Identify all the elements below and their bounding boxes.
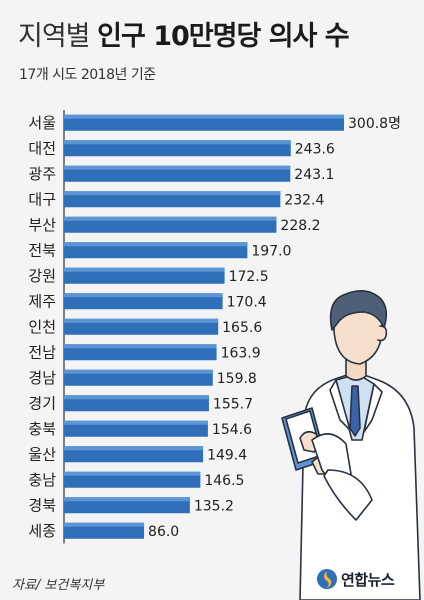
value-label: 243.1 [294, 167, 334, 183]
value-label: 197.0 [251, 243, 291, 259]
bar-highlight [64, 420, 208, 425]
category-label: 제주 [28, 292, 56, 310]
value-label: 149.4 [207, 447, 247, 463]
value-label: 243.6 [295, 141, 335, 157]
value-label: 228.2 [280, 218, 320, 234]
value-label: 170.4 [227, 294, 267, 310]
title-region-word: 지역별 [18, 21, 91, 52]
value-label: 86.0 [148, 524, 179, 540]
category-label: 전북 [28, 241, 56, 259]
bar-highlight [64, 165, 291, 170]
category-label: 세종 [28, 522, 56, 540]
value-label: 172.5 [229, 269, 269, 285]
bar-highlight [64, 267, 225, 272]
category-label: 경기 [28, 394, 56, 412]
category-label: 서울 [28, 114, 56, 132]
category-label: 충남 [28, 471, 56, 489]
category-label: 경북 [28, 496, 56, 514]
value-label: 232.4 [284, 192, 324, 208]
category-label: 충북 [28, 420, 56, 438]
category-label: 울산 [28, 445, 56, 463]
category-label: 강원 [28, 267, 56, 285]
value-label: 159.8 [217, 371, 257, 387]
category-label: 경남 [28, 369, 56, 387]
category-label: 광주 [28, 165, 56, 183]
category-label: 부산 [28, 216, 56, 234]
value-label: 155.7 [213, 396, 253, 412]
title-main: 인구 10만명당 의사 수 [97, 21, 349, 52]
chart-subtitle: 17개 시도 2018년 기준 [19, 67, 156, 83]
bar-highlight [64, 497, 190, 502]
value-label: 135.2 [194, 498, 234, 514]
category-label: 전남 [28, 343, 56, 361]
doctor-illustration [281, 290, 421, 600]
bar-highlight [64, 140, 291, 145]
bar-highlight [64, 344, 217, 349]
bar-highlight [64, 318, 219, 323]
yonhap-logo-text: 연합뉴스 [341, 570, 395, 589]
bar-highlight [64, 191, 281, 196]
category-label: 인천 [28, 318, 56, 336]
chart-title: 지역별 인구 10만명당 의사 수 [18, 14, 350, 53]
value-label: 154.6 [212, 422, 252, 438]
yonhap-logo: 연합뉴스 [316, 568, 395, 590]
category-label: 대구 [28, 190, 56, 208]
bar-highlight [64, 395, 209, 400]
value-label: 163.9 [221, 345, 261, 361]
bar-highlight [64, 522, 145, 527]
bar-highlight [64, 369, 213, 374]
value-label: 146.5 [204, 473, 244, 489]
bar-highlight [64, 446, 204, 451]
bar-highlight [64, 293, 223, 298]
value-label: 165.6 [222, 320, 262, 336]
bar-highlight [64, 216, 277, 221]
source-note: 자료/ 보건복지부 [12, 578, 105, 593]
yonhap-logo-icon [317, 569, 337, 589]
bar-highlight [64, 114, 344, 119]
bar-highlight [64, 471, 201, 476]
bar-highlight [64, 242, 248, 247]
category-label: 대전 [28, 139, 56, 157]
value-label: 300.8명 [348, 116, 401, 132]
